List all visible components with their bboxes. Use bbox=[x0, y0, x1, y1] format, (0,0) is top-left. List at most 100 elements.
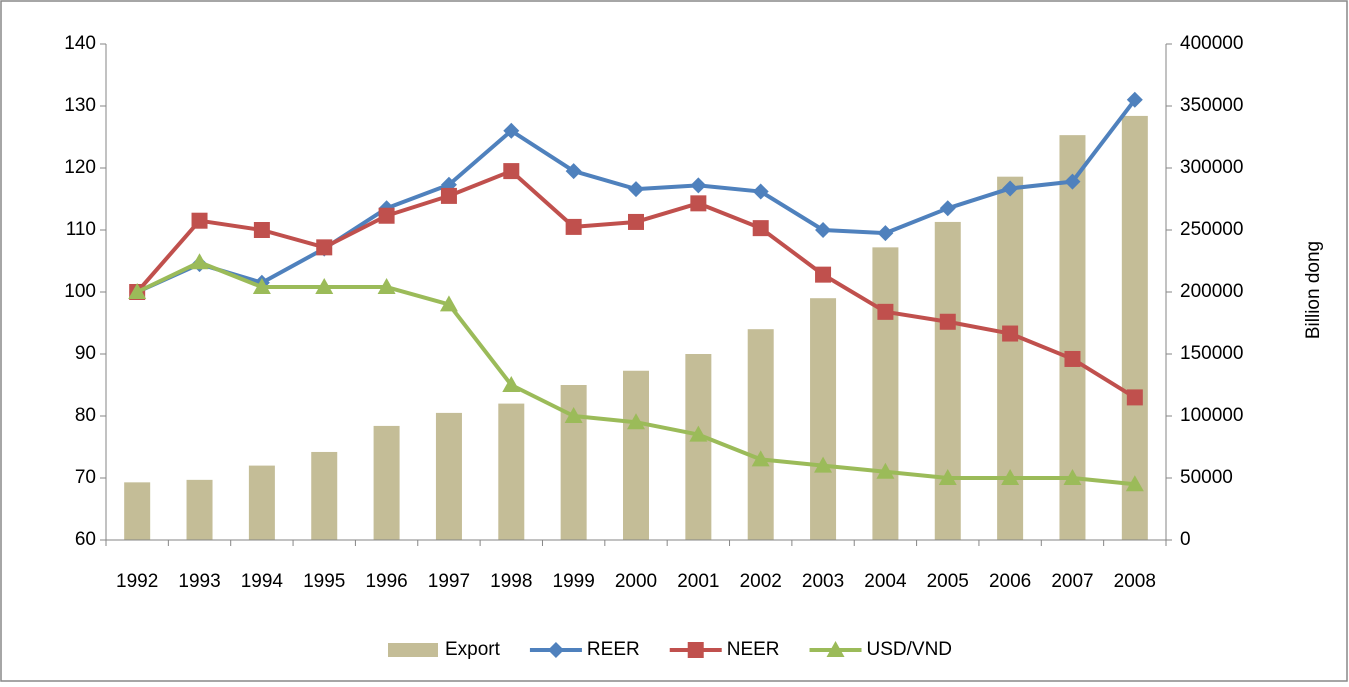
bar bbox=[997, 176, 1024, 540]
marker bbox=[1064, 173, 1081, 190]
marker bbox=[377, 278, 396, 295]
marker bbox=[690, 177, 707, 194]
legend-label: REER bbox=[587, 639, 640, 660]
marker bbox=[440, 187, 457, 204]
x-tick-label: 1992 bbox=[116, 571, 158, 592]
bar bbox=[872, 247, 899, 541]
marker bbox=[689, 425, 708, 442]
marker bbox=[1064, 350, 1081, 367]
y-tick-label: 140 bbox=[64, 33, 96, 54]
y2-tick-label: 100000 bbox=[1180, 405, 1243, 426]
marker bbox=[628, 181, 644, 198]
x-tick-label: 2006 bbox=[989, 571, 1031, 592]
marker bbox=[1002, 325, 1019, 342]
y2-axis-label: Billion dong bbox=[1303, 241, 1324, 339]
marker bbox=[1126, 389, 1143, 406]
marker bbox=[939, 200, 956, 217]
marker bbox=[191, 212, 208, 229]
x-tick-label: 1995 bbox=[303, 571, 345, 592]
marker bbox=[939, 313, 956, 330]
marker bbox=[547, 642, 564, 658]
legend-entry: NEER bbox=[669, 639, 780, 660]
bar bbox=[810, 298, 837, 540]
bar bbox=[623, 370, 649, 540]
legend-label: Export bbox=[445, 639, 501, 660]
marker bbox=[252, 278, 271, 295]
marker bbox=[1126, 91, 1143, 108]
legend-label: USD/VND bbox=[867, 639, 953, 660]
y-tick-label: 100 bbox=[64, 281, 96, 302]
x-tick-label: 1997 bbox=[428, 571, 470, 592]
y-tick-label: 120 bbox=[64, 157, 96, 178]
bar bbox=[124, 482, 151, 540]
marker bbox=[565, 163, 582, 180]
marker bbox=[814, 456, 833, 473]
bar bbox=[747, 329, 774, 540]
x-tick-label: 2000 bbox=[615, 571, 657, 592]
marker bbox=[503, 122, 520, 139]
legend-entry: REER bbox=[529, 639, 640, 660]
marker bbox=[815, 266, 832, 283]
legend-label: NEER bbox=[727, 639, 780, 660]
x-tick-label: 1998 bbox=[490, 571, 532, 592]
marker bbox=[627, 413, 645, 430]
marker bbox=[876, 462, 895, 479]
bar bbox=[934, 221, 961, 540]
x-tick-label: 2008 bbox=[1114, 571, 1156, 592]
x-tick-label: 2004 bbox=[864, 571, 907, 592]
marker bbox=[565, 218, 582, 235]
bar bbox=[435, 412, 462, 540]
legend-swatch bbox=[388, 643, 438, 657]
marker bbox=[752, 183, 769, 200]
y2-tick-label: 300000 bbox=[1180, 157, 1243, 178]
y-tick-label: 80 bbox=[75, 405, 96, 426]
bar bbox=[186, 479, 213, 540]
x-tick-label: 2003 bbox=[802, 571, 844, 592]
bar bbox=[248, 465, 275, 540]
marker bbox=[690, 195, 707, 212]
legend-entry: Export bbox=[388, 639, 501, 660]
x-tick-label: 2007 bbox=[1051, 571, 1093, 592]
marker bbox=[877, 225, 894, 242]
marker bbox=[378, 207, 395, 224]
marker bbox=[439, 295, 458, 312]
marker bbox=[1063, 469, 1082, 485]
y-tick-label: 60 bbox=[75, 529, 96, 550]
x-tick-label: 1999 bbox=[553, 571, 595, 592]
marker bbox=[1125, 475, 1144, 492]
y2-tick-label: 0 bbox=[1180, 529, 1191, 550]
bar bbox=[685, 354, 712, 540]
bar bbox=[311, 451, 338, 540]
marker bbox=[190, 253, 209, 270]
marker bbox=[315, 278, 334, 295]
y-tick-label: 110 bbox=[66, 219, 96, 240]
marker bbox=[503, 163, 520, 180]
y2-tick-label: 150000 bbox=[1180, 343, 1243, 364]
marker bbox=[564, 407, 583, 423]
marker bbox=[253, 222, 270, 238]
marker bbox=[877, 303, 894, 320]
x-tick-label: 2001 bbox=[677, 571, 719, 592]
y2-tick-label: 350000 bbox=[1180, 95, 1243, 116]
x-tick-label: 1994 bbox=[241, 571, 284, 592]
marker bbox=[316, 239, 333, 256]
bar bbox=[373, 425, 400, 540]
x-tick-label: 2005 bbox=[927, 571, 969, 592]
bar bbox=[1121, 115, 1148, 541]
legend-entry: USD/VND bbox=[809, 639, 953, 660]
marker bbox=[502, 376, 521, 392]
marker bbox=[826, 641, 845, 657]
marker bbox=[1001, 469, 1020, 485]
y-tick-label: 70 bbox=[75, 467, 96, 488]
marker bbox=[687, 642, 704, 658]
marker bbox=[1002, 180, 1019, 197]
y2-tick-label: 200000 bbox=[1180, 281, 1243, 302]
marker bbox=[128, 283, 147, 299]
y-tick-label: 130 bbox=[64, 95, 96, 116]
marker bbox=[752, 220, 769, 237]
marker bbox=[628, 213, 644, 230]
y-tick-label: 90 bbox=[75, 343, 96, 364]
x-tick-label: 2002 bbox=[740, 571, 782, 592]
